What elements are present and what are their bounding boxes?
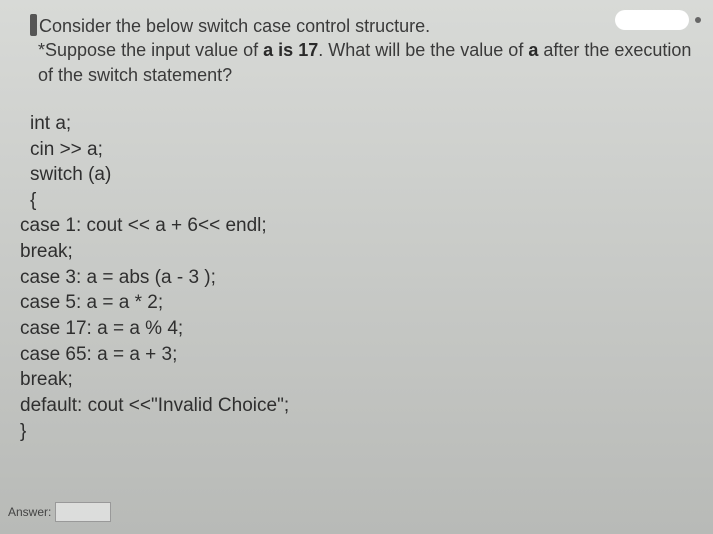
question-block: Consider the below switch case control s… [10,14,703,87]
code-line-12: default: cout <<"Invalid Choice"; [20,393,703,419]
code-line-9: case 17: a = a % 4; [20,316,703,342]
answer-input[interactable] [55,502,111,522]
question-bold-a17: a is 17 [263,40,318,60]
question-line2-mid: . What will be the value of [318,40,528,60]
code-line-2: cin >> a; [20,137,703,163]
code-line-4: { [20,188,703,214]
answer-row: Answer: [8,502,111,522]
question-line2-pre: *Suppose the input value of [38,40,263,60]
question-line2-post: after the execution [538,40,691,60]
code-line-11: break; [20,367,703,393]
answer-label: Answer: [8,505,51,519]
code-line-3: switch (a) [20,162,703,188]
code-line-5: case 1: cout << a + 6<< endl; [20,213,703,239]
code-line-8: case 5: a = a * 2; [20,290,703,316]
code-line-7: case 3: a = abs (a - 3 ); [20,265,703,291]
question-bold-a: a [528,40,538,60]
code-line-1: int a; [20,111,703,137]
code-line-10: case 65: a = a + 3; [20,342,703,368]
code-line-6: break; [20,239,703,265]
code-block: int a; cin >> a; switch (a) { case 1: co… [10,111,703,444]
status-pill [615,10,689,30]
top-controls [615,10,701,30]
code-line-13: } [20,419,703,445]
question-line3: of the switch statement? [10,63,693,87]
question-line1: Consider the below switch case control s… [39,16,430,36]
text-cursor [30,14,37,36]
status-dot [695,17,701,23]
